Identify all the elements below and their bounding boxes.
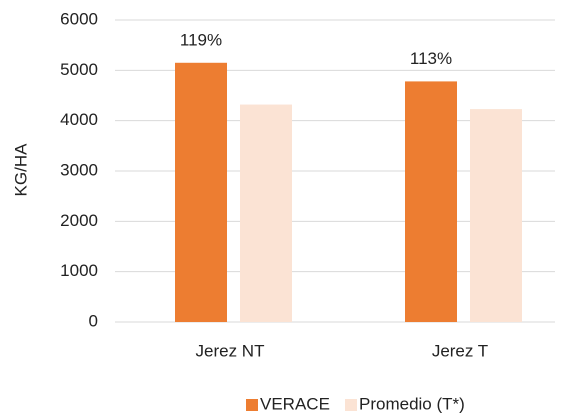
- y-tick-label: 6000: [60, 9, 98, 28]
- y-tick-label: 0: [89, 311, 98, 330]
- annotation: 119%: [180, 30, 222, 49]
- legend-label: Promedio (T*): [359, 394, 465, 413]
- y-tick-label: 3000: [60, 160, 98, 179]
- legend-swatch: [345, 399, 357, 411]
- bar: [470, 109, 522, 322]
- bar: [240, 104, 292, 322]
- bar: [405, 81, 457, 322]
- y-tick-label: 2000: [60, 211, 98, 230]
- y-tick-label: 1000: [60, 261, 98, 280]
- legend-swatch: [246, 399, 258, 411]
- y-tick-label: 5000: [60, 60, 98, 79]
- x-tick-label: Jerez NT: [196, 341, 265, 360]
- y-tick-label: 4000: [60, 110, 98, 129]
- legend-label: VERACE: [260, 394, 330, 413]
- x-tick-label: Jerez T: [432, 341, 488, 360]
- y-axis-label: KG/HA: [11, 143, 30, 197]
- bar: [175, 62, 227, 323]
- annotation: 113%: [410, 49, 452, 68]
